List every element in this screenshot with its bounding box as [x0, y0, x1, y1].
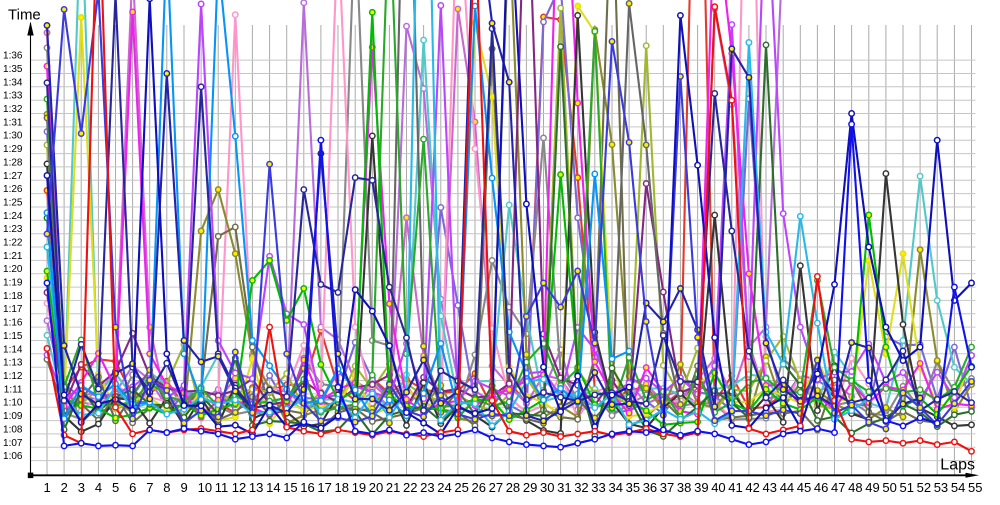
svg-text:1:23: 1:23 [3, 224, 23, 235]
svg-text:1:16: 1:16 [3, 318, 23, 329]
svg-text:41: 41 [728, 480, 742, 495]
svg-text:1:27: 1:27 [3, 171, 23, 182]
svg-text:1:36: 1:36 [3, 51, 23, 62]
svg-text:4: 4 [95, 480, 102, 495]
svg-text:25: 25 [454, 480, 468, 495]
svg-text:1:31: 1:31 [3, 117, 23, 128]
svg-text:35: 35 [626, 480, 640, 495]
svg-text:24: 24 [437, 480, 451, 495]
svg-text:Time: Time [8, 7, 41, 24]
svg-text:45: 45 [797, 480, 811, 495]
svg-text:38: 38 [677, 480, 691, 495]
svg-text:23: 23 [420, 480, 434, 495]
svg-text:43: 43 [763, 480, 777, 495]
svg-text:11: 11 [215, 480, 229, 495]
svg-text:16: 16 [300, 480, 314, 495]
svg-text:1:15: 1:15 [3, 331, 23, 342]
svg-text:Laps: Laps [940, 457, 975, 474]
svg-text:18: 18 [335, 480, 349, 495]
svg-text:13: 13 [249, 480, 263, 495]
svg-text:1:29: 1:29 [3, 144, 23, 155]
svg-text:1:07: 1:07 [3, 438, 23, 449]
svg-text:1:12: 1:12 [3, 371, 23, 382]
svg-text:1:20: 1:20 [3, 264, 23, 275]
svg-text:1:24: 1:24 [3, 211, 23, 222]
svg-text:1:22: 1:22 [3, 238, 23, 249]
svg-text:50: 50 [882, 480, 896, 495]
svg-text:1:17: 1:17 [3, 304, 23, 315]
svg-text:6: 6 [129, 480, 136, 495]
svg-text:1:35: 1:35 [3, 64, 23, 75]
svg-text:22: 22 [403, 480, 417, 495]
svg-text:49: 49 [865, 480, 879, 495]
svg-text:21: 21 [386, 480, 400, 495]
svg-text:36: 36 [643, 480, 657, 495]
svg-text:47: 47 [831, 480, 845, 495]
svg-text:54: 54 [951, 480, 965, 495]
svg-text:27: 27 [489, 480, 503, 495]
svg-text:1:34: 1:34 [3, 77, 23, 88]
svg-text:1:19: 1:19 [3, 278, 23, 289]
svg-text:1:09: 1:09 [3, 411, 23, 422]
svg-text:8: 8 [163, 480, 170, 495]
svg-text:1:25: 1:25 [3, 198, 23, 209]
svg-text:26: 26 [472, 480, 486, 495]
svg-text:31: 31 [557, 480, 571, 495]
svg-text:33: 33 [591, 480, 605, 495]
svg-text:40: 40 [711, 480, 725, 495]
svg-text:20: 20 [369, 480, 383, 495]
svg-text:42: 42 [745, 480, 759, 495]
svg-text:19: 19 [352, 480, 366, 495]
svg-text:32: 32 [574, 480, 588, 495]
svg-text:17: 17 [317, 480, 331, 495]
svg-text:1:26: 1:26 [3, 184, 23, 195]
svg-text:1:08: 1:08 [3, 424, 23, 435]
svg-text:14: 14 [266, 480, 280, 495]
svg-text:1:14: 1:14 [3, 344, 23, 355]
svg-text:55: 55 [968, 480, 982, 495]
svg-text:7: 7 [146, 480, 153, 495]
svg-text:34: 34 [609, 480, 623, 495]
svg-text:12: 12 [232, 480, 246, 495]
svg-text:53: 53 [934, 480, 948, 495]
svg-text:3: 3 [78, 480, 85, 495]
svg-text:1:13: 1:13 [3, 358, 23, 369]
svg-text:52: 52 [917, 480, 931, 495]
svg-text:44: 44 [780, 480, 794, 495]
svg-text:46: 46 [814, 480, 828, 495]
svg-text:28: 28 [506, 480, 520, 495]
svg-text:9: 9 [181, 480, 188, 495]
svg-text:51: 51 [900, 480, 914, 495]
svg-text:1:28: 1:28 [3, 157, 23, 168]
svg-text:10: 10 [198, 480, 212, 495]
svg-text:15: 15 [283, 480, 297, 495]
svg-text:1:32: 1:32 [3, 104, 23, 115]
svg-text:1: 1 [44, 480, 51, 495]
svg-text:30: 30 [540, 480, 554, 495]
svg-text:48: 48 [848, 480, 862, 495]
svg-text:39: 39 [694, 480, 708, 495]
svg-text:1:33: 1:33 [3, 91, 23, 102]
svg-text:1:21: 1:21 [3, 251, 23, 262]
svg-text:1:06: 1:06 [3, 451, 23, 462]
svg-text:1:11: 1:11 [4, 384, 23, 395]
svg-text:1:30: 1:30 [3, 131, 23, 142]
svg-text:1:10: 1:10 [3, 398, 23, 409]
svg-text:1:18: 1:18 [3, 291, 23, 302]
svg-text:29: 29 [523, 480, 537, 495]
svg-text:37: 37 [660, 480, 674, 495]
svg-text:5: 5 [112, 480, 119, 495]
svg-text:2: 2 [61, 480, 68, 495]
